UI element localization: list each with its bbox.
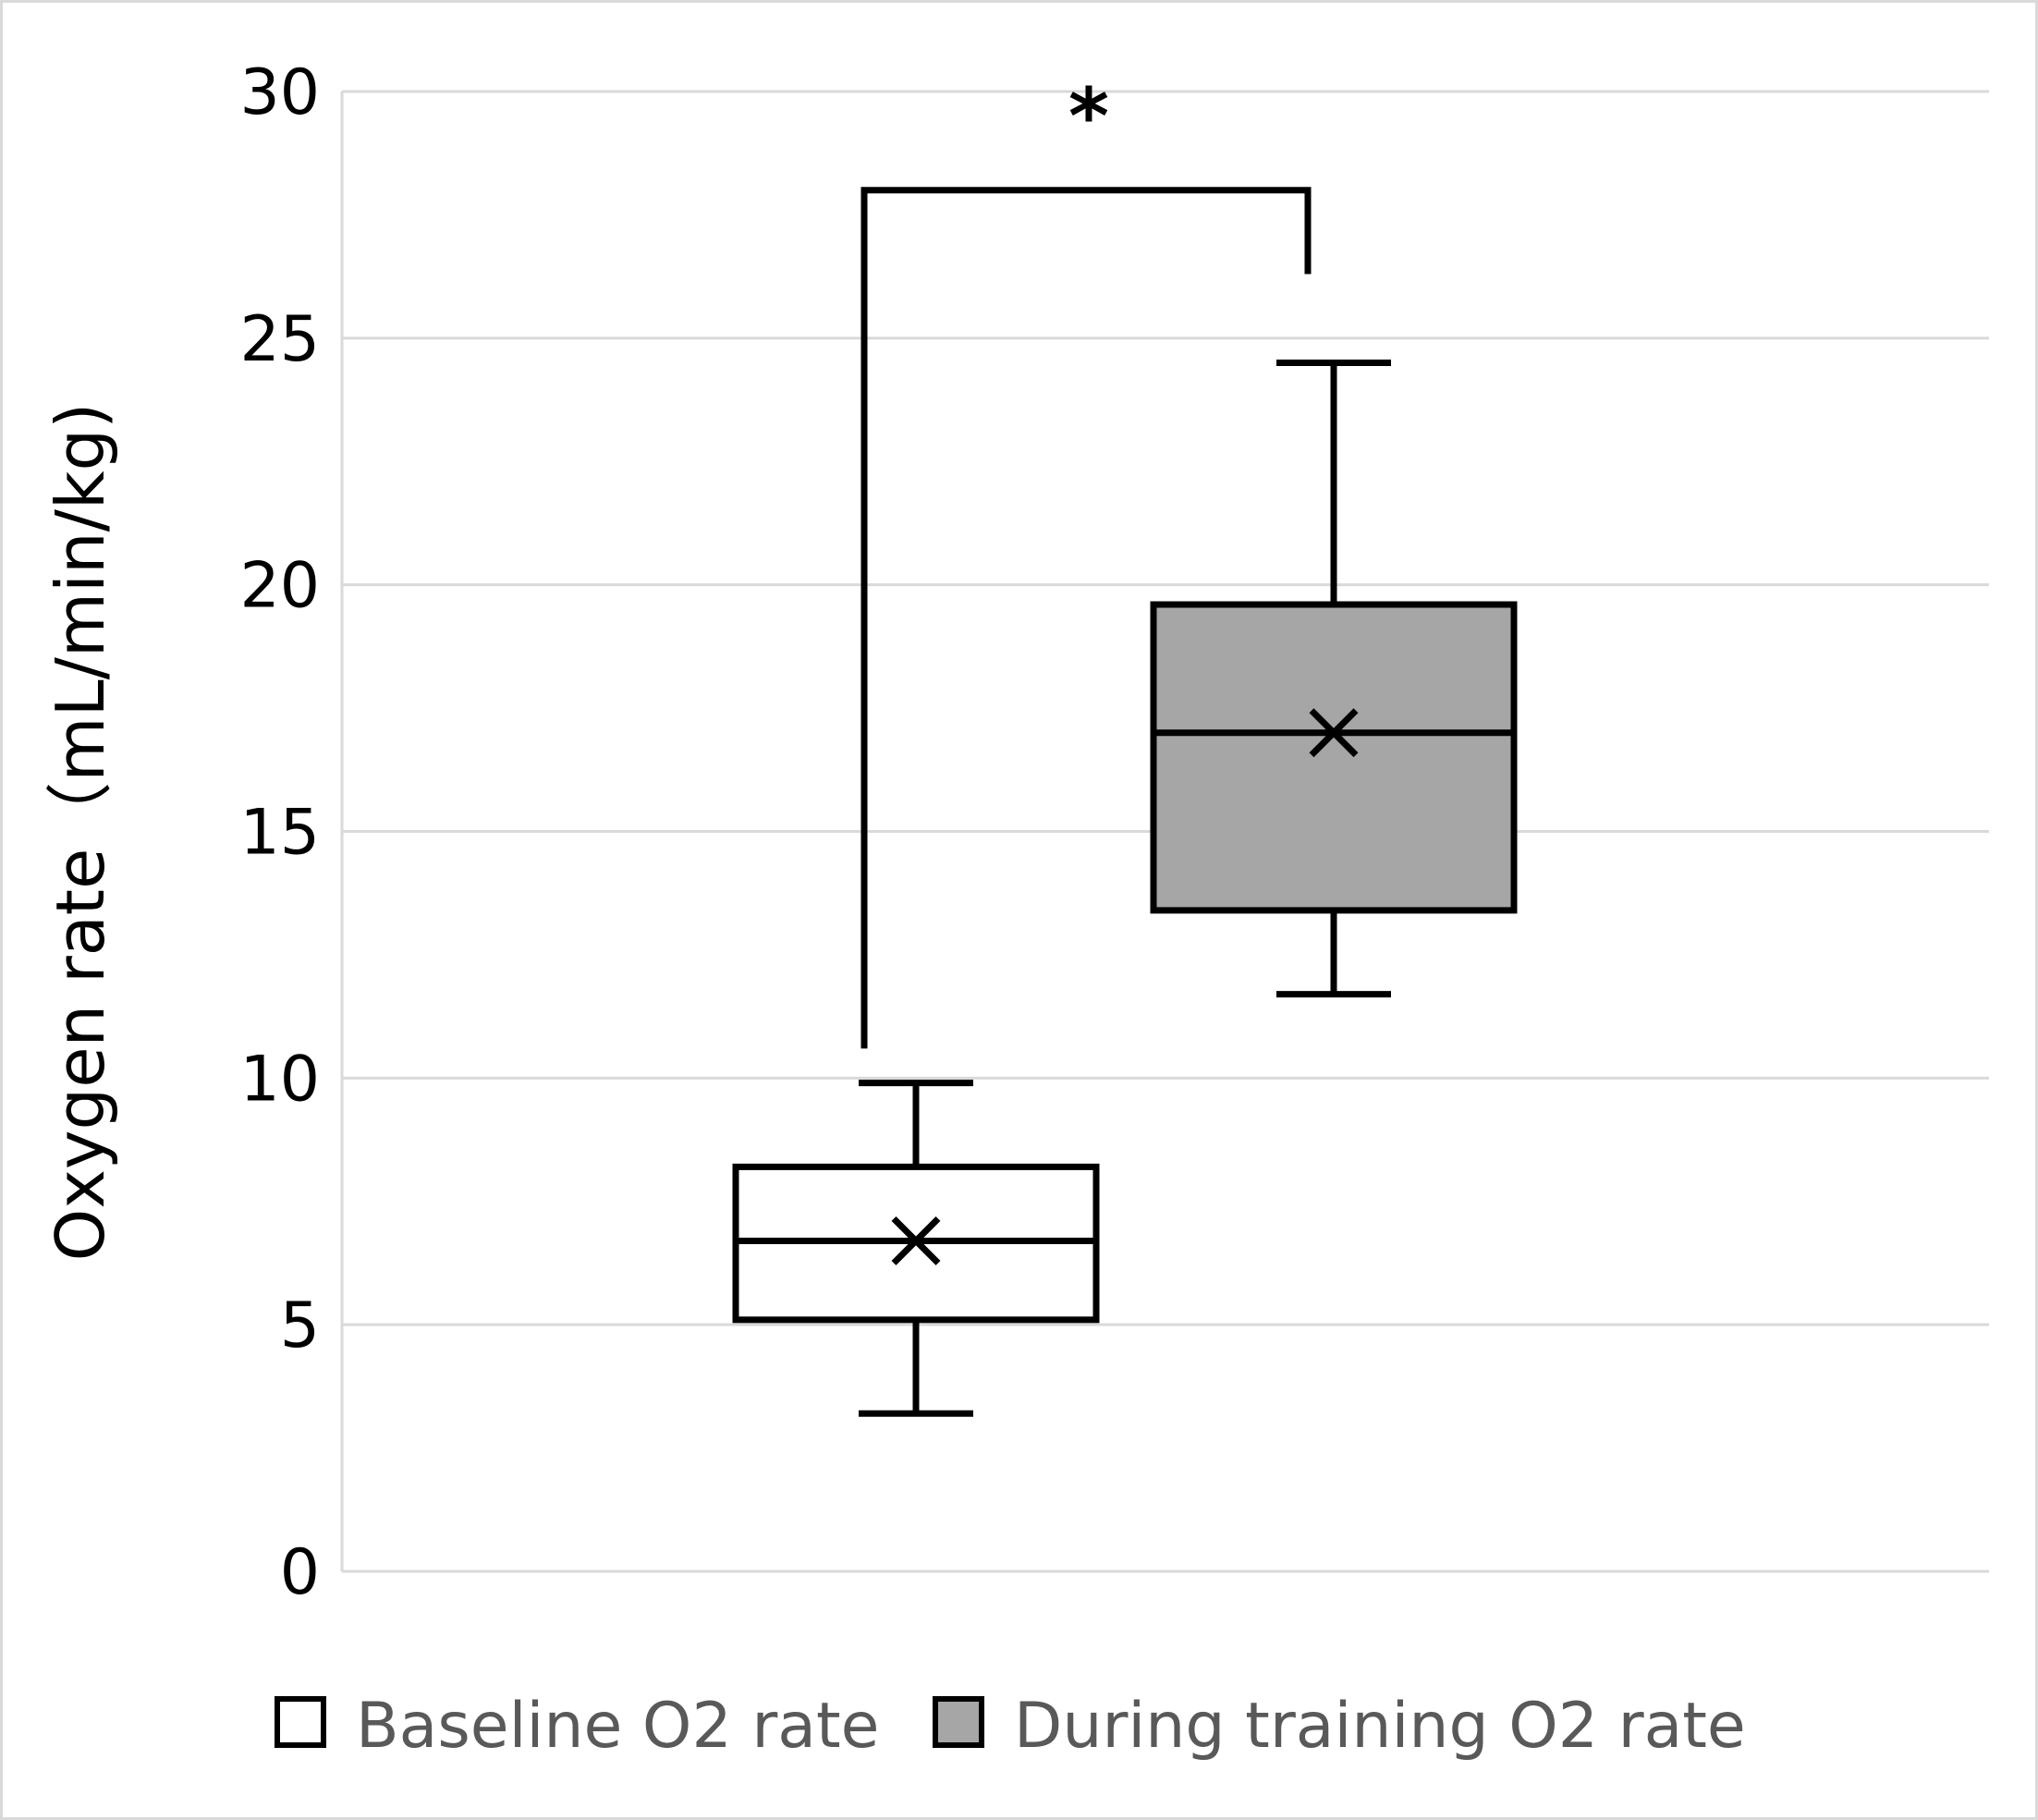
significance-bracket: * <box>860 71 1312 1049</box>
y-tick-label: 30 <box>239 56 320 129</box>
y-tick-label: 25 <box>239 303 320 376</box>
y-axis-ticks: 0 5 10 15 20 25 30 <box>239 56 320 1609</box>
y-tick-label: 10 <box>239 1043 320 1116</box>
mean-marker-stroke-b <box>891 1215 941 1265</box>
y-tick-label: 15 <box>239 797 320 870</box>
legend-swatch-baseline <box>275 1696 326 1748</box>
legend: Baseline O2 rate During training O2 rate <box>275 1690 1746 1763</box>
legend-label-baseline: Baseline O2 rate <box>356 1690 879 1763</box>
mean-marker-stroke-b <box>1309 708 1359 758</box>
y-axis-label: Oxygen rate（mL/min/kg) <box>42 403 119 1262</box>
gridlines <box>340 90 1989 1573</box>
y-tick-label: 20 <box>239 550 320 623</box>
significance-asterisk: * <box>1068 71 1109 162</box>
y-tick-label: 5 <box>280 1289 320 1362</box>
legend-swatch-training <box>933 1696 984 1748</box>
legend-label-training: During training O2 rate <box>1014 1690 1746 1763</box>
y-tick-label: 0 <box>280 1536 320 1609</box>
box-plots <box>732 360 1518 1417</box>
box-iqr <box>1150 601 1518 914</box>
significance-bracket-line <box>860 187 1312 1049</box>
box-plot-training <box>1150 360 1518 998</box>
box-plot-baseline <box>732 1080 1100 1417</box>
